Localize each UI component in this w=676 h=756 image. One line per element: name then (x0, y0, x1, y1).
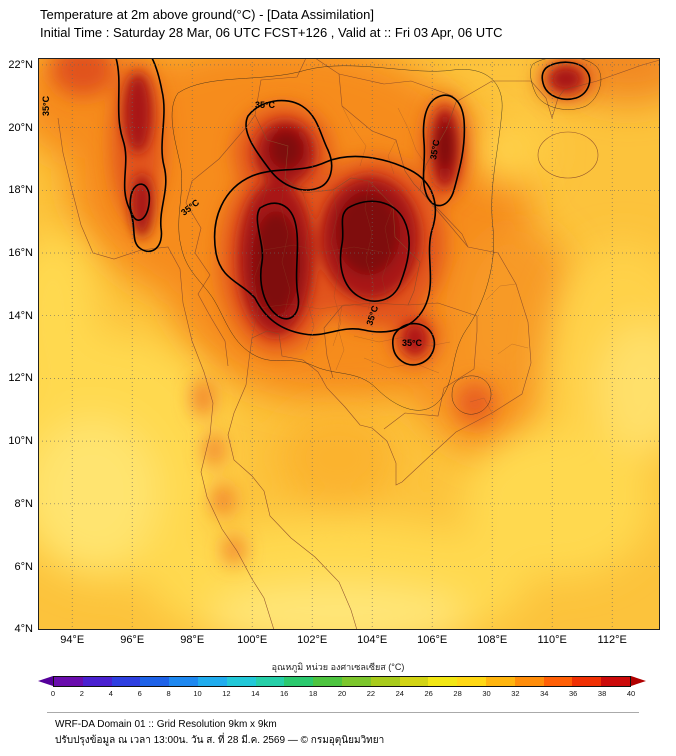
map-svg: 35°C 35°C 35°C 35°C 35°C 35°C (38, 58, 660, 630)
grid-lines (38, 58, 660, 630)
contour-label-35c: 35°C (255, 100, 276, 110)
colorbar-segment (543, 677, 573, 686)
lat-tick-label: 22°N (8, 58, 33, 71)
lon-tick-label: 94°E (60, 634, 85, 646)
colorbar-segment (514, 677, 544, 686)
colorbar-title: อุณหภูมิ หน่วย องศาเซลเซียส (°C) (271, 662, 405, 672)
colorbar-tick-label: 26 (424, 689, 433, 698)
colorbar-tick-label: 12 (222, 689, 231, 698)
thin-contours (171, 58, 602, 415)
colorbar-segment (111, 677, 141, 686)
colorbar-segment (399, 677, 429, 686)
page-subtitle: Initial Time : Saturday 28 Mar, 06 UTC F… (40, 25, 503, 40)
colorbar-tick-label: 6 (137, 689, 142, 698)
lat-tick-label: 4°N (14, 623, 33, 636)
lon-tick-label: 98°E (180, 634, 205, 646)
lon-tick-label: 112°E (597, 634, 627, 646)
lon-axis: 94°E 96°E 98°E 100°E 102°E 104°E 106°E 108°E 110… (38, 631, 660, 649)
colorbar-segment (140, 677, 170, 686)
colorbar-tick-label: 32 (511, 689, 520, 698)
colorbar-tick-label: 20 (337, 689, 347, 698)
lat-tick-label: 12°N (8, 372, 33, 385)
lat-tick-label: 16°N (8, 247, 33, 259)
lon-tick-label: 100°E (237, 634, 268, 646)
contour-label-35c: 35°C (402, 338, 423, 348)
lat-axis: 22°N 20°N 18°N 16°N 14°N 12°N 10°N 8°N 6°N 4°N (0, 58, 37, 635)
temperature-field-cool (38, 117, 660, 630)
colorbar-tick-label: 40 (626, 689, 636, 698)
colorbar-segment (169, 677, 198, 686)
colorbar-tick-label: 34 (540, 689, 549, 698)
lat-tick-label: 18°N (8, 184, 33, 197)
colorbar-tick-label: 28 (453, 689, 462, 698)
colorbar-segment (82, 677, 112, 686)
lon-tick-label: 110°E (537, 634, 567, 646)
colorbar-tick-label: 24 (395, 689, 404, 698)
colorbar-segment (255, 677, 285, 686)
page-title: Temperature at 2m above ground(°C) - [Da… (40, 7, 374, 22)
colorbar-tick-label: 4 (108, 689, 113, 698)
colorbar-tick-label: 10 (193, 689, 202, 698)
colorbar-tick-label: 2 (79, 689, 84, 698)
colorbar-ticks: 0 2 4 6 8 10 12 14 16 18 20 22 24 26 28 30 32 34 36 38 40 (50, 687, 635, 699)
colorbar-segment (572, 677, 602, 686)
colorbar-left-arrow (38, 676, 53, 686)
colorbar-segment (313, 677, 342, 686)
contour-label-35c: 35°C (41, 95, 51, 116)
header: Temperature at 2m above ground(°C) - [Da… (40, 7, 503, 40)
colorbar-tick-label: 38 (597, 689, 607, 698)
colorbar-right-arrow (631, 676, 646, 686)
colorbar-segment (284, 677, 314, 686)
colorbar-segment (54, 677, 83, 686)
contour-lines-35c (115, 58, 591, 366)
footer-update-info: ปรับปรุงข้อมูล ณ เวลา 13:00น. วัน ส. ที่… (55, 735, 385, 746)
lat-tick-label: 20°N (8, 121, 33, 134)
lat-tick-label: 14°N (8, 309, 33, 322)
lon-tick-label: 102°E (297, 634, 328, 646)
colorbar-segment (370, 677, 400, 686)
colorbar-segment (226, 677, 256, 686)
colorbar-body: 0 2 4 6 8 10 12 14 16 18 20 22 24 26 28 30 32 34 36 38 40 (50, 676, 635, 699)
lat-tick-label: 8°N (14, 497, 33, 510)
colorbar-tick-label: 14 (251, 689, 260, 698)
colorbar-segment (601, 677, 630, 686)
colorbar-segment (428, 677, 458, 686)
colorbar-tick-label: 36 (569, 689, 578, 698)
colorbar-segment (485, 677, 515, 686)
colorbar-tick-label: 22 (366, 689, 376, 698)
lon-tick-label: 104°E (357, 634, 388, 646)
map-frame (38, 58, 660, 630)
colorbar-segment (197, 677, 227, 686)
lat-tick-label: 10°N (8, 435, 33, 448)
map-canvas: 35°C 35°C 35°C 35°C 35°C 35°C (38, 58, 660, 630)
colorbar-segment (341, 677, 371, 686)
colorbar-tick-label: 8 (166, 689, 171, 698)
footer-domain-info: WRF-DA Domain 01 :: Grid Resolution 9km … (55, 719, 277, 730)
colorbar-tick-label: 30 (482, 689, 491, 698)
colorbar-gradient (53, 676, 631, 687)
colorbar-tick-label: 0 (50, 689, 56, 698)
colorbar-segment (457, 677, 486, 686)
colorbar: 0 2 4 6 8 10 12 14 16 18 20 22 24 26 28 30 32 34 36 38 40 (38, 676, 646, 699)
contour-label-35c: 35°C (428, 138, 441, 160)
lat-tick-label: 6°N (14, 560, 33, 573)
coastline-borders (57, 58, 660, 630)
lon-tick-label: 96°E (120, 634, 145, 646)
footer: WRF-DA Domain 01 :: Grid Resolution 9km … (47, 712, 639, 751)
lon-tick-label: 108°E (477, 634, 508, 646)
colorbar-tick-label: 16 (280, 689, 289, 698)
lon-tick-label: 106°E (417, 634, 448, 646)
colorbar-tick-label: 18 (308, 689, 318, 698)
